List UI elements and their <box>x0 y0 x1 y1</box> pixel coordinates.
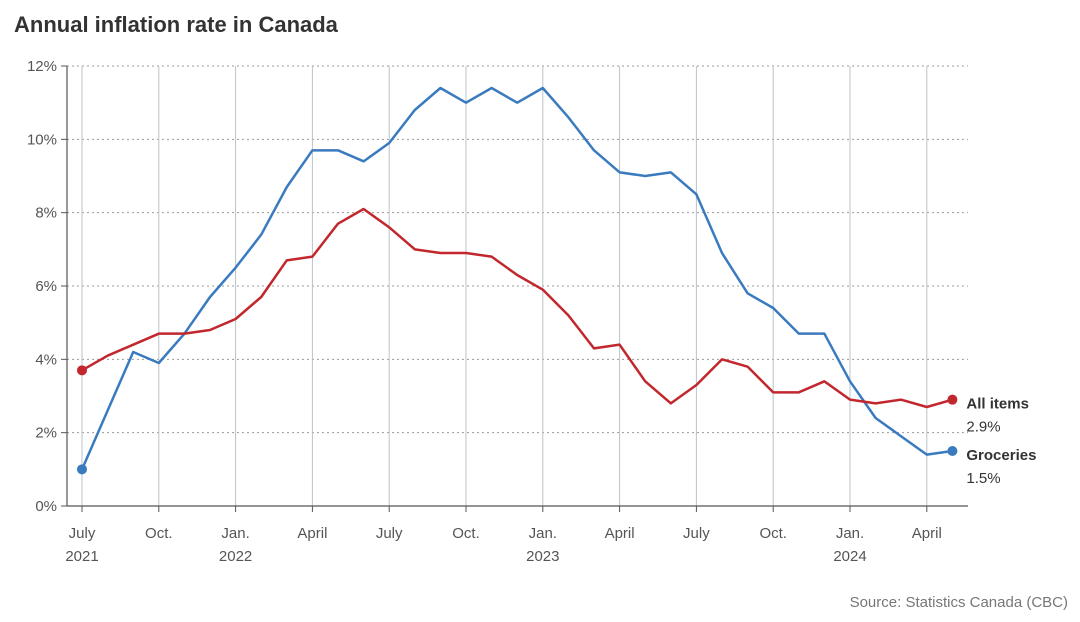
x-tick-label: Oct. <box>145 525 173 542</box>
series-end-point <box>947 394 958 405</box>
series-lines <box>77 86 958 475</box>
x-tick-label: April <box>297 525 327 542</box>
x-tick-label: Jan. <box>221 525 249 542</box>
series-line-groceries <box>80 86 953 470</box>
end-labels: Groceries 1.5% All items 2.9% <box>966 396 1036 487</box>
x-tick-label: Oct. <box>452 525 480 542</box>
x-tick-year-label: 2021 <box>65 548 98 565</box>
x-tick-label: April <box>912 525 942 542</box>
series-name-label: Groceries <box>966 447 1036 464</box>
x-tick-label: July <box>376 525 403 542</box>
series-name-label: All items <box>966 396 1029 413</box>
chart-title: Annual inflation rate in Canada <box>14 12 338 37</box>
x-tick-label: Oct. <box>759 525 787 542</box>
x-axis: July 2021 Oct. Jan. 2022 April July Oct. Jan. 202… <box>65 505 968 565</box>
x-tick-year-label: 2024 <box>833 548 866 565</box>
series-start-point <box>77 464 87 475</box>
x-tick-label: July <box>683 525 710 542</box>
y-tick-label: 6% <box>35 278 57 295</box>
gridlines <box>67 65 968 506</box>
y-tick-label: 2% <box>35 425 57 442</box>
y-tick-label: 0% <box>35 498 57 515</box>
series-end-point <box>947 446 958 456</box>
series-value-label: 2.9% <box>966 419 1000 436</box>
x-tick-year-label: 2022 <box>219 548 252 565</box>
y-tick-label: 8% <box>35 205 57 222</box>
y-tick-label: 10% <box>27 131 57 148</box>
series-start-point <box>77 365 87 376</box>
y-axis: 0% 2% 4% 6% 8% 10% 12% <box>27 58 68 515</box>
x-tick-label: Jan. <box>836 525 864 542</box>
x-tick-label: Jan. <box>529 525 557 542</box>
series-line-all-items <box>81 207 953 409</box>
x-tick-label: April <box>605 525 635 542</box>
y-tick-label: 4% <box>35 351 57 368</box>
source-note: Source: Statistics Canada (CBC) <box>849 594 1068 611</box>
x-tick-year-label: 2023 <box>526 548 559 565</box>
y-tick-label: 12% <box>27 58 57 75</box>
series-value-label: 1.5% <box>966 470 1000 487</box>
x-tick-label: July <box>69 525 96 542</box>
